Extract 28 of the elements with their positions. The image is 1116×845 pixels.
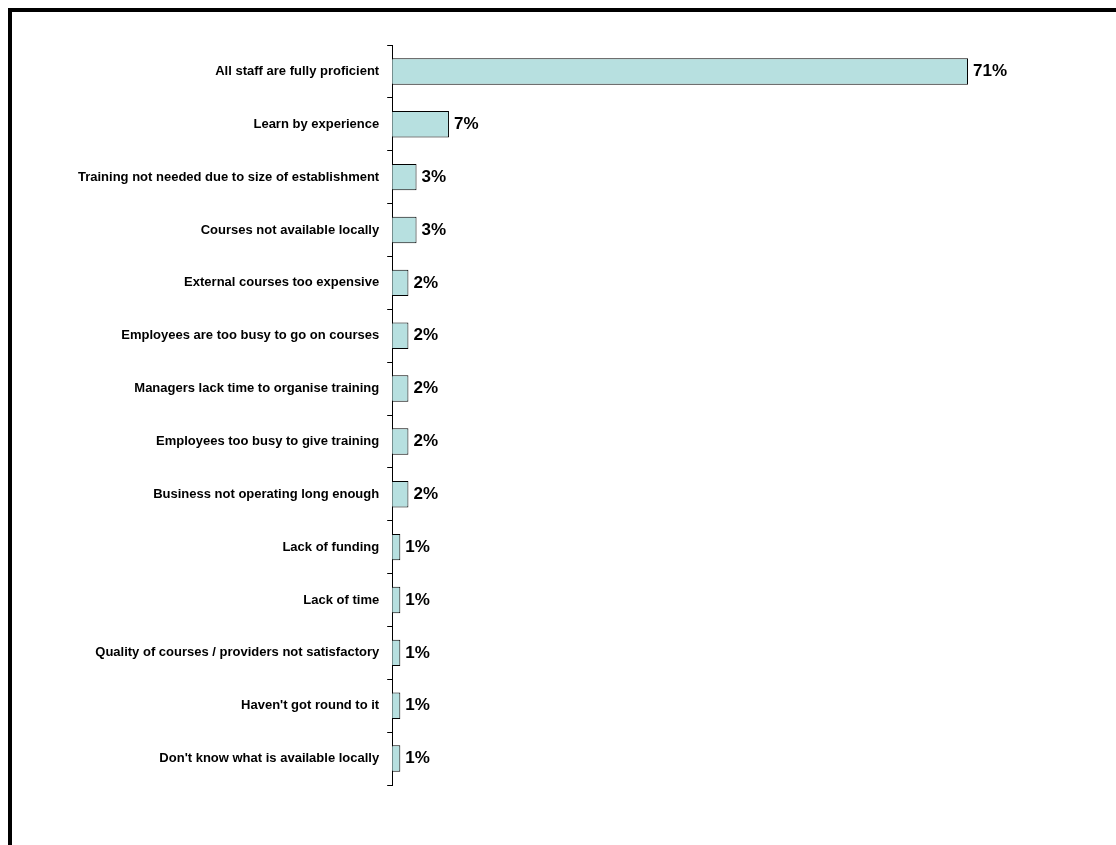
data-label: 71% [973,61,1008,81]
y-tick-label: Managers lack time to organise training [134,380,380,396]
y-tick-label: Quality of courses / providers not satisfactory [95,644,380,660]
data-label: 3% [421,166,447,186]
data-label: 2% [413,483,438,503]
data-label: 1% [405,589,430,609]
data-label: 2% [413,272,438,292]
data-label: 2% [413,378,438,398]
y-tick-label: Employees too busy to give training [156,433,380,449]
data-label: 1% [405,695,430,715]
y-tick-label: External courses too expensive [184,274,380,290]
data-label: 1% [405,536,430,556]
data-label: 2% [413,325,438,345]
data-label: 1% [405,642,430,662]
data-label: 1% [405,748,430,768]
y-tick-label: Lack of funding [282,538,380,554]
y-tick-label: All staff are fully proficient [215,63,380,79]
y-tick-label: Courses not available locally [200,221,380,237]
y-tick-label: Employees are too busy to go on courses [121,327,380,343]
y-tick-label: Haven't got round to it [241,697,380,713]
y-tick-label: Business not operating long enough [153,485,380,501]
y-tick-label: Training not needed due to size of establishment [78,168,380,184]
y-tick-label: Don't know what is available locally [159,750,380,766]
y-tick-label: Lack of time [303,591,380,607]
data-label: 7% [453,113,479,133]
data-label: 2% [413,431,438,451]
data-label: 3% [421,219,447,239]
y-tick-label: Learn by experience [253,115,380,131]
